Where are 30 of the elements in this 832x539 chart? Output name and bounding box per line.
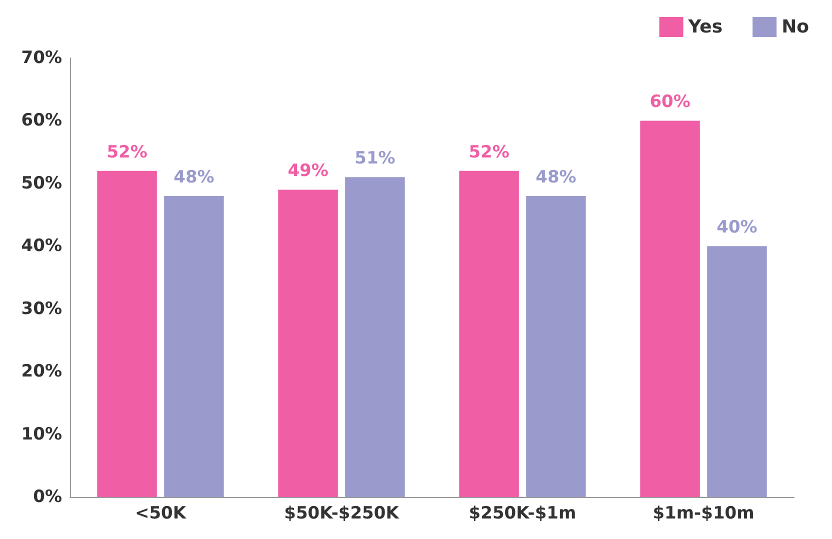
bar — [459, 170, 519, 497]
y-tick-label: 10% — [21, 424, 62, 444]
legend-label: Yes — [687, 16, 723, 38]
data-label: 60% — [650, 92, 690, 112]
data-label: 52% — [106, 142, 148, 162]
bar — [526, 196, 586, 497]
data-label: 49% — [288, 161, 328, 182]
y-tick-label: 60% — [21, 110, 62, 131]
x-tick-label: $1m-$10m — [652, 504, 754, 524]
data-label: 52% — [468, 142, 510, 162]
data-label: 51% — [354, 148, 396, 169]
bar — [640, 120, 700, 497]
y-tick-label: 40% — [21, 236, 62, 256]
legend-label: No — [782, 16, 810, 38]
x-tick-label: $250K-$1m — [468, 504, 576, 524]
y-tick-label: 70% — [21, 48, 62, 68]
y-tick-label: 20% — [21, 362, 62, 382]
y-tick-label: 0% — [33, 487, 62, 507]
bar — [164, 196, 224, 497]
data-label: 48% — [536, 167, 576, 188]
bar — [278, 190, 338, 497]
data-label: 48% — [174, 167, 214, 188]
bar — [97, 170, 157, 497]
bar — [707, 246, 767, 497]
y-tick-label: 50% — [21, 173, 62, 194]
data-label: 40% — [716, 218, 758, 238]
bar — [345, 177, 405, 497]
x-tick-label: <50K — [134, 504, 187, 524]
x-tick-label: $50K-$250K — [284, 504, 400, 524]
y-tick-label: 30% — [21, 298, 62, 319]
